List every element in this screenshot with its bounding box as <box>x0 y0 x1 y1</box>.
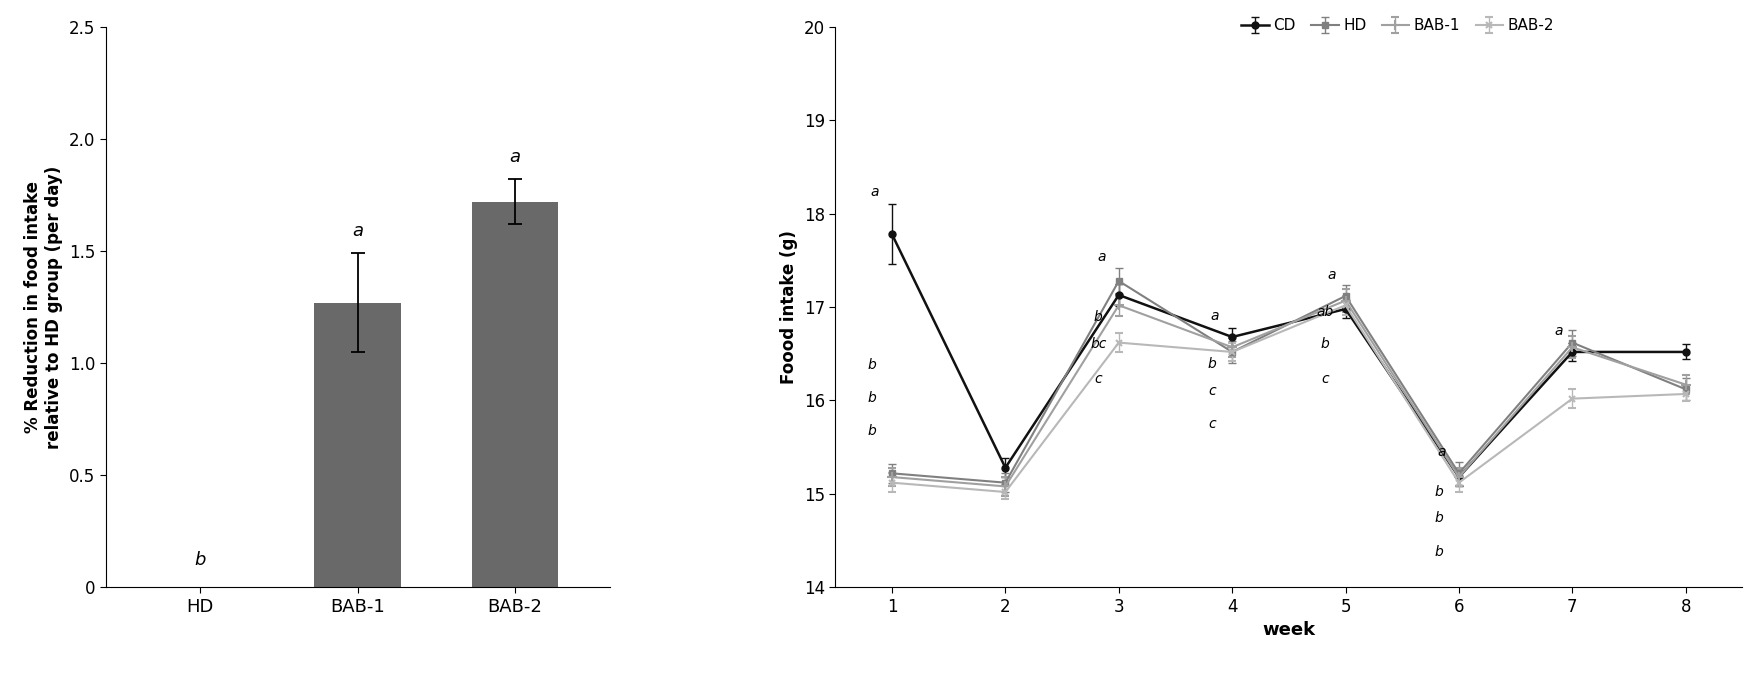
Y-axis label: Foood intake (g): Foood intake (g) <box>780 230 799 384</box>
Text: b: b <box>1095 310 1104 324</box>
Text: c: c <box>1207 383 1216 398</box>
Text: c: c <box>1322 373 1329 387</box>
Y-axis label: % Reduction in food intake
relative to HD group (per day): % Reduction in food intake relative to H… <box>25 165 63 449</box>
Text: b: b <box>1434 485 1443 499</box>
Text: a: a <box>510 148 521 166</box>
Bar <box>472 202 558 587</box>
Text: a: a <box>1211 309 1220 323</box>
Text: a: a <box>871 185 880 199</box>
Text: b: b <box>868 391 876 405</box>
Text: b: b <box>194 551 206 569</box>
Text: ab: ab <box>1316 305 1334 319</box>
Text: a: a <box>1098 250 1105 264</box>
Bar <box>315 302 401 587</box>
Text: b: b <box>868 358 876 373</box>
Text: a: a <box>352 222 363 240</box>
Text: b: b <box>868 424 876 438</box>
Text: c: c <box>1095 373 1102 387</box>
Text: bc: bc <box>1089 337 1107 351</box>
Text: b: b <box>1434 511 1443 524</box>
Text: a: a <box>1327 268 1336 282</box>
Legend: CD, HD, BAB-1, BAB-2: CD, HD, BAB-1, BAB-2 <box>1236 12 1559 39</box>
Text: a: a <box>1554 324 1563 338</box>
Text: b: b <box>1434 545 1443 559</box>
Text: c: c <box>1207 417 1216 431</box>
Text: b: b <box>1320 337 1329 351</box>
X-axis label: week: week <box>1262 621 1315 639</box>
Text: a: a <box>1438 446 1447 459</box>
Text: b: b <box>1207 356 1216 371</box>
